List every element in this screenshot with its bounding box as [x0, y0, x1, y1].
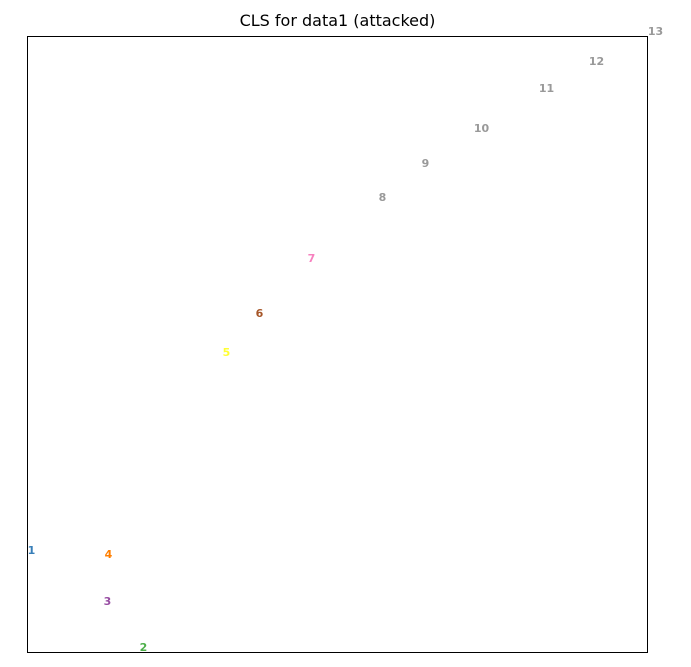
point-label-1: 1: [28, 544, 36, 557]
point-label-5: 5: [223, 346, 231, 359]
plot-area-frame: [27, 36, 648, 653]
point-label-13: 13: [648, 25, 663, 38]
point-label-2: 2: [140, 641, 148, 654]
point-label-3: 3: [104, 595, 112, 608]
point-label-8: 8: [379, 191, 387, 204]
point-label-10: 10: [474, 122, 490, 135]
point-label-11: 11: [539, 82, 554, 95]
point-label-6: 6: [256, 307, 264, 320]
point-label-7: 7: [308, 252, 316, 265]
point-label-12: 12: [589, 55, 604, 68]
point-label-4: 4: [105, 548, 113, 561]
point-label-9: 9: [422, 157, 430, 170]
chart-title: CLS for data1 (attacked): [239, 11, 436, 30]
